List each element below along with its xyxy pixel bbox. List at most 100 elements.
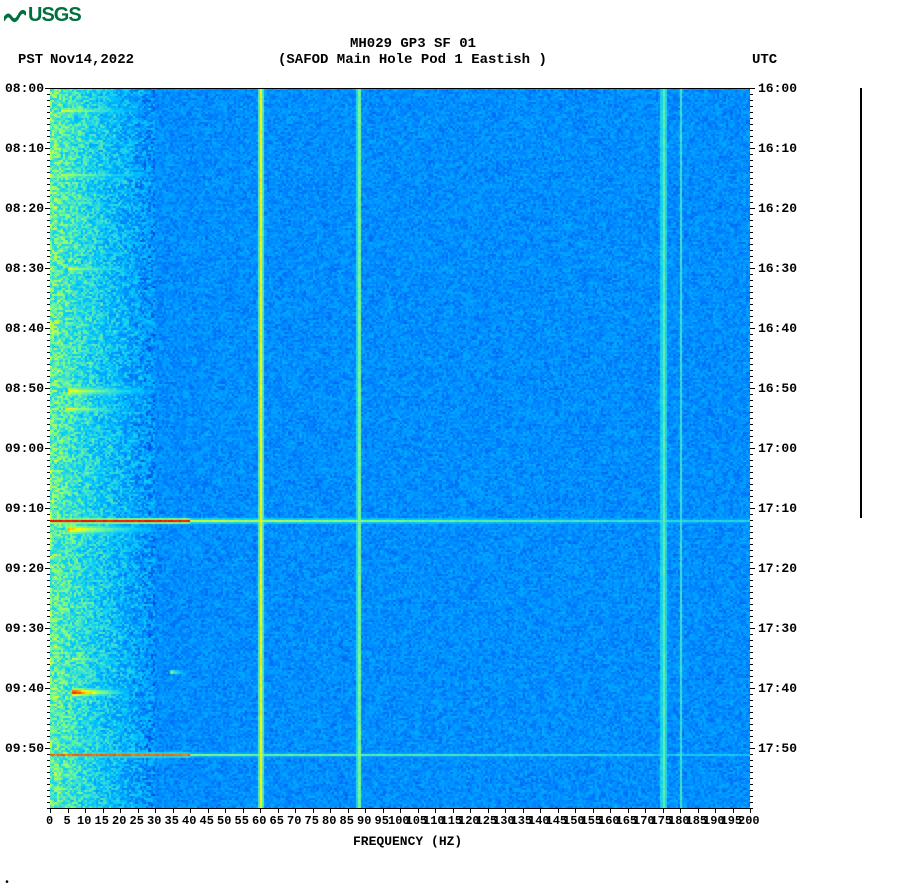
y-left-minor-tick xyxy=(47,100,50,101)
y-left-minor-tick xyxy=(47,562,50,563)
y-right-minor-tick xyxy=(750,664,753,665)
y-right-minor-tick xyxy=(750,364,753,365)
y-left-minor-tick xyxy=(47,568,50,569)
y-left-minor-tick xyxy=(47,328,50,329)
y-left-minor-tick xyxy=(47,598,50,599)
y-left-minor-tick xyxy=(47,676,50,677)
y-right-minor-tick xyxy=(750,100,753,101)
y-right-minor-tick xyxy=(750,274,753,275)
y-left-minor-tick xyxy=(47,796,50,797)
y-right-minor-tick xyxy=(750,172,753,173)
y-right-minor-tick xyxy=(750,256,753,257)
y-right-minor-tick xyxy=(750,532,753,533)
y-left-minor-tick xyxy=(47,514,50,515)
y-left-minor-tick xyxy=(47,238,50,239)
y-right-minor-tick xyxy=(750,376,753,377)
x-tick-label: 35 xyxy=(165,814,179,828)
y-right-tick-label: 16:20 xyxy=(758,201,797,216)
y-left-minor-tick xyxy=(47,472,50,473)
y-right-minor-tick xyxy=(750,388,753,389)
y-left-minor-tick xyxy=(47,382,50,383)
x-tick-label: 10 xyxy=(77,814,91,828)
x-tick-label: 50 xyxy=(217,814,231,828)
y-right-minor-tick xyxy=(750,352,753,353)
y-left-minor-tick xyxy=(47,664,50,665)
x-tick-label: 60 xyxy=(252,814,266,828)
y-right-minor-tick xyxy=(750,268,753,269)
colorbar-mark xyxy=(860,88,862,518)
y-left-tick-label: 09:10 xyxy=(5,501,44,516)
y-left-minor-tick xyxy=(47,244,50,245)
y-left-minor-tick xyxy=(47,712,50,713)
left-timezone: PST xyxy=(18,52,43,68)
y-right-minor-tick xyxy=(750,442,753,443)
y-left-minor-tick xyxy=(47,94,50,95)
x-tick-label: 65 xyxy=(270,814,284,828)
x-tick-label: 55 xyxy=(235,814,249,828)
y-right-minor-tick xyxy=(750,358,753,359)
y-left-minor-tick xyxy=(47,292,50,293)
y-right-minor-tick xyxy=(750,586,753,587)
y-right-minor-tick xyxy=(750,244,753,245)
x-tick-label: 20 xyxy=(112,814,126,828)
y-right-minor-tick xyxy=(750,550,753,551)
y-right-minor-tick xyxy=(750,580,753,581)
y-left-minor-tick xyxy=(47,124,50,125)
y-right-minor-tick xyxy=(750,202,753,203)
y-left-tick-label: 08:30 xyxy=(5,261,44,276)
y-left-minor-tick xyxy=(47,412,50,413)
x-tick-label: 75 xyxy=(305,814,319,828)
y-right-minor-tick xyxy=(750,418,753,419)
y-right-minor-tick xyxy=(750,718,753,719)
y-right-minor-tick xyxy=(750,106,753,107)
y-left-minor-tick xyxy=(47,766,50,767)
y-right-minor-tick xyxy=(750,496,753,497)
y-right-minor-tick xyxy=(750,592,753,593)
x-tick-label: 70 xyxy=(287,814,301,828)
y-left-minor-tick xyxy=(47,388,50,389)
y-right-minor-tick xyxy=(750,784,753,785)
footer-mark: • xyxy=(4,878,10,889)
y-right-minor-tick xyxy=(750,742,753,743)
y-right-minor-tick xyxy=(750,448,753,449)
y-right-minor-tick xyxy=(750,406,753,407)
y-left-minor-tick xyxy=(47,670,50,671)
y-left-minor-tick xyxy=(47,430,50,431)
y-left-minor-tick xyxy=(47,454,50,455)
y-left-minor-tick xyxy=(47,190,50,191)
y-left-minor-tick xyxy=(47,256,50,257)
y-left-minor-tick xyxy=(47,136,50,137)
y-right-tick-label: 17:50 xyxy=(758,741,797,756)
y-right-minor-tick xyxy=(750,754,753,755)
y-left-minor-tick xyxy=(47,526,50,527)
y-right-minor-tick xyxy=(750,766,753,767)
y-right-minor-tick xyxy=(750,730,753,731)
y-right-minor-tick xyxy=(750,166,753,167)
y-left-minor-tick xyxy=(47,424,50,425)
y-left-minor-tick xyxy=(47,538,50,539)
y-right-minor-tick xyxy=(750,748,753,749)
y-left-minor-tick xyxy=(47,508,50,509)
y-right-tick-label: 16:40 xyxy=(758,321,797,336)
title-line-1: MH029 GP3 SF 01 xyxy=(350,36,476,52)
y-right-minor-tick xyxy=(750,322,753,323)
y-left-minor-tick xyxy=(47,202,50,203)
y-left-minor-tick xyxy=(47,148,50,149)
y-right-minor-tick xyxy=(750,346,753,347)
y-right-minor-tick xyxy=(750,304,753,305)
y-right-minor-tick xyxy=(750,778,753,779)
y-left-minor-tick xyxy=(47,742,50,743)
y-right-minor-tick xyxy=(750,226,753,227)
usgs-wave-icon xyxy=(4,7,26,25)
y-left-minor-tick xyxy=(47,556,50,557)
y-left-minor-tick xyxy=(47,130,50,131)
y-left-minor-tick xyxy=(47,394,50,395)
y-right-minor-tick xyxy=(750,142,753,143)
y-right-minor-tick xyxy=(750,772,753,773)
y-right-minor-tick xyxy=(750,310,753,311)
y-right-minor-tick xyxy=(750,490,753,491)
y-left-minor-tick xyxy=(47,220,50,221)
y-left-minor-tick xyxy=(47,406,50,407)
spectrogram-canvas xyxy=(50,88,750,808)
y-left-minor-tick xyxy=(47,730,50,731)
